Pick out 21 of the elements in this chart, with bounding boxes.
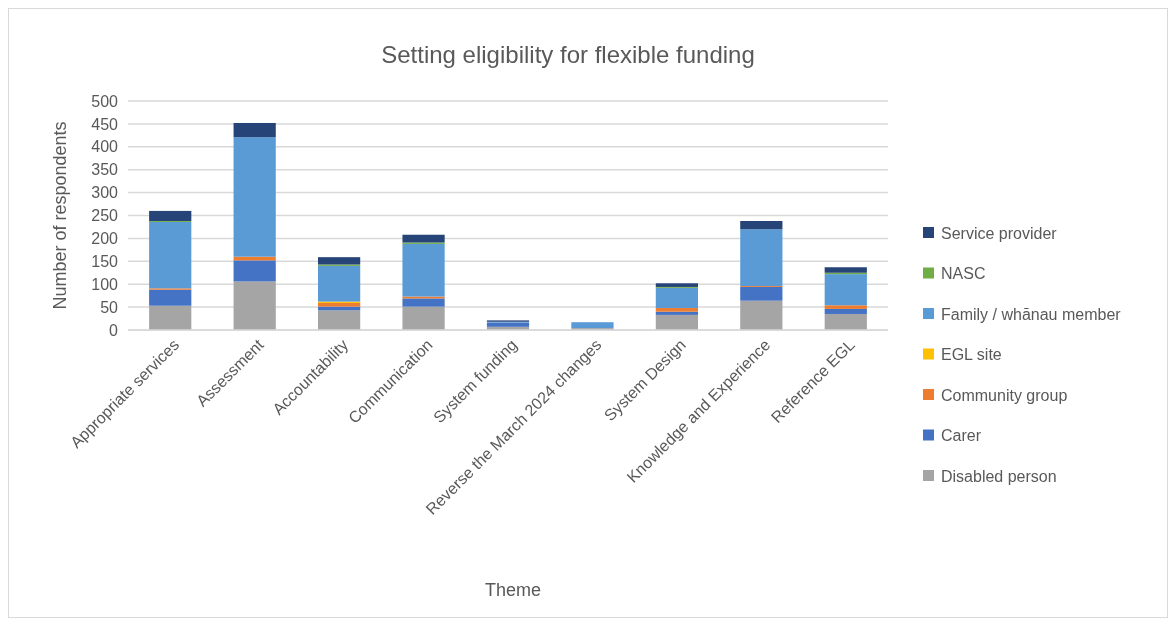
- y-tick-label: 50: [100, 298, 119, 316]
- y-tick-label: 100: [91, 275, 119, 293]
- legend-label: NASC: [941, 265, 986, 283]
- legend-label: Carer: [941, 427, 982, 445]
- y-tick-label: 300: [91, 184, 119, 202]
- y-tick-label: 450: [91, 115, 119, 133]
- y-tick-label: 200: [91, 230, 119, 247]
- y-axis-title: Number of respondents: [50, 121, 70, 310]
- y-tick-label: 350: [91, 161, 119, 179]
- chart-title: Setting eligibility for flexible funding: [381, 41, 755, 68]
- y-tick-label: 400: [91, 138, 119, 156]
- y-tick-label: 500: [91, 92, 119, 110]
- legend-label: Community group: [941, 386, 1068, 404]
- y-tick-label: 150: [91, 252, 119, 270]
- x-axis-title: Theme: [484, 580, 542, 600]
- legend-label: Family / whānau member: [941, 305, 1122, 323]
- legend-label: Service provider: [941, 224, 1058, 242]
- legend-label: Disabled person: [941, 467, 1057, 485]
- y-tick-label: 250: [91, 207, 119, 225]
- y-tick-label: 0: [109, 321, 119, 339]
- legend-label: EGL site: [941, 346, 1002, 364]
